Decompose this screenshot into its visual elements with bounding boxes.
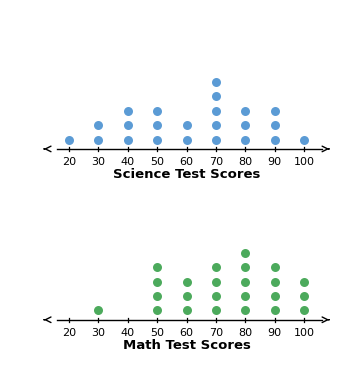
Point	[154, 264, 160, 270]
Point	[213, 79, 219, 85]
Point	[125, 137, 131, 142]
Point	[242, 293, 248, 299]
Point	[154, 137, 160, 142]
Point	[272, 108, 278, 114]
Point	[154, 108, 160, 114]
Point	[184, 307, 190, 313]
Point	[242, 108, 248, 114]
Point	[125, 122, 131, 128]
Point	[213, 278, 219, 284]
Point	[154, 293, 160, 299]
Point	[242, 122, 248, 128]
Point	[272, 293, 278, 299]
X-axis label: Math Test Scores: Math Test Scores	[123, 339, 250, 352]
Point	[95, 137, 101, 142]
Point	[301, 293, 307, 299]
Point	[242, 137, 248, 142]
Point	[242, 250, 248, 256]
X-axis label: Science Test Scores: Science Test Scores	[113, 168, 260, 181]
Point	[272, 264, 278, 270]
Point	[242, 307, 248, 313]
Point	[154, 122, 160, 128]
Point	[95, 122, 101, 128]
Point	[213, 264, 219, 270]
Point	[213, 93, 219, 99]
Point	[301, 137, 307, 142]
Point	[213, 137, 219, 142]
Point	[242, 264, 248, 270]
Point	[272, 137, 278, 142]
Point	[242, 278, 248, 284]
Point	[95, 307, 101, 313]
Point	[213, 108, 219, 114]
Point	[272, 278, 278, 284]
Point	[213, 307, 219, 313]
Point	[272, 307, 278, 313]
Point	[66, 137, 72, 142]
Point	[154, 278, 160, 284]
Point	[213, 122, 219, 128]
Point	[213, 293, 219, 299]
Point	[184, 122, 190, 128]
Point	[301, 278, 307, 284]
Point	[301, 307, 307, 313]
Point	[184, 137, 190, 142]
Point	[154, 307, 160, 313]
Point	[184, 293, 190, 299]
Point	[184, 278, 190, 284]
Point	[272, 122, 278, 128]
Point	[125, 108, 131, 114]
